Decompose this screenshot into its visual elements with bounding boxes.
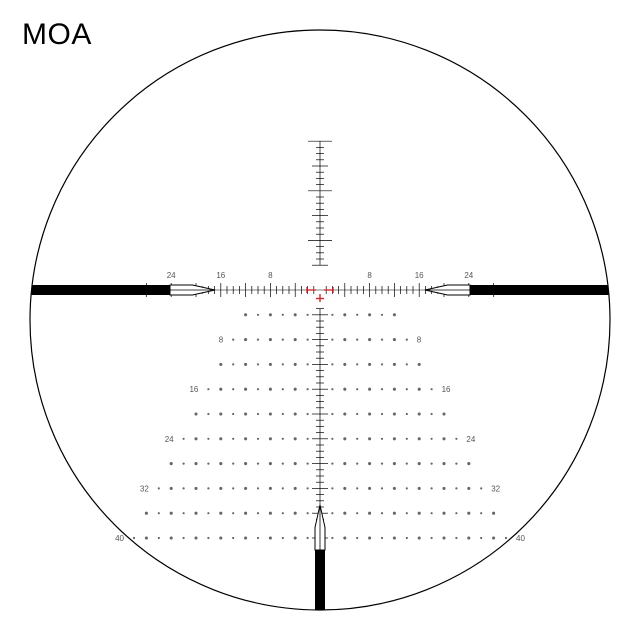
svg-text:8: 8 (367, 271, 372, 280)
svg-text:16: 16 (442, 385, 451, 394)
reticle-title: MOA (22, 18, 92, 52)
svg-text:16: 16 (189, 385, 198, 394)
svg-text:16: 16 (216, 271, 225, 280)
reticle-diagram: 8 8 16 16 24 24 8 8 16 16 24 24 32 32 40 40 (0, 0, 640, 640)
svg-text:40: 40 (516, 534, 525, 543)
svg-text:32: 32 (491, 484, 500, 493)
svg-text:8: 8 (219, 336, 224, 345)
svg-text:24: 24 (466, 435, 475, 444)
svg-text:24: 24 (464, 271, 473, 280)
svg-text:24: 24 (165, 435, 174, 444)
svg-text:8: 8 (417, 336, 422, 345)
svg-text:16: 16 (415, 271, 424, 280)
svg-text:32: 32 (140, 484, 149, 493)
svg-text:40: 40 (115, 534, 124, 543)
svg-text:24: 24 (167, 271, 176, 280)
svg-text:8: 8 (268, 271, 273, 280)
